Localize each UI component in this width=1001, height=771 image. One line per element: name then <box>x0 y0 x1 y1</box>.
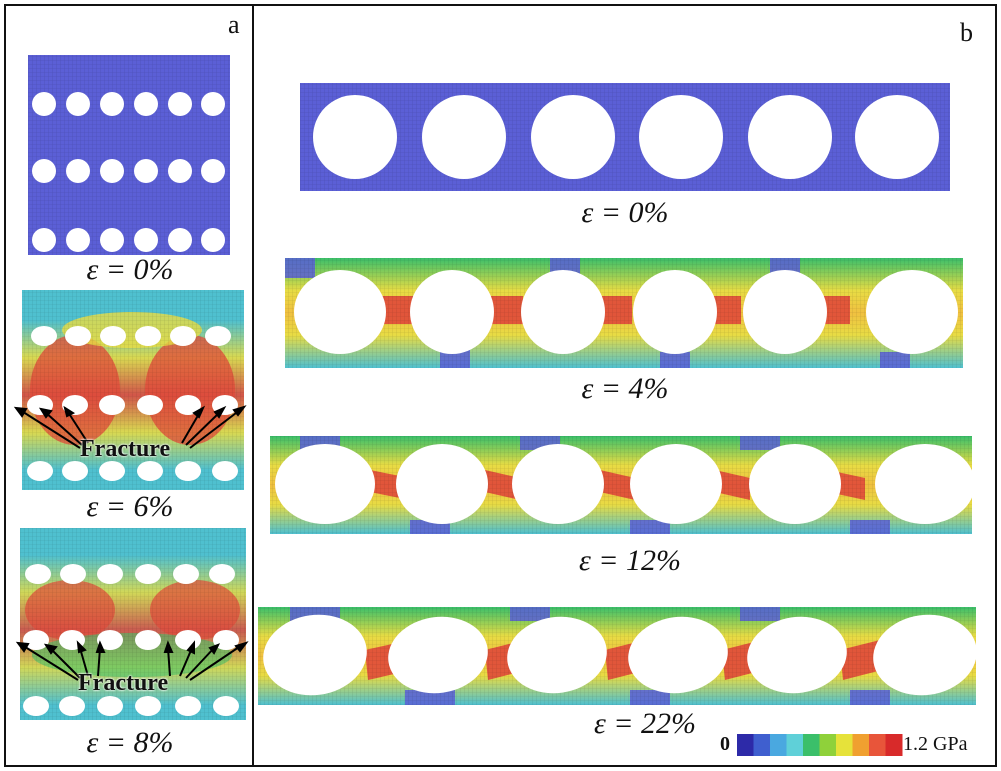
colorbar-swatch <box>852 734 870 756</box>
fracture-arrows-6 <box>13 405 247 449</box>
panel-a-plate-0 <box>28 55 230 255</box>
panel-a-letter: a <box>228 10 240 39</box>
panel-b-strip-4 <box>285 258 963 368</box>
panel-b-strain-0: ε = 0% <box>581 196 669 229</box>
colorbar-max-label: 1.2 GPa <box>903 733 968 755</box>
colorbar-swatch <box>803 734 820 756</box>
panel-b-strain-12: ε = 12% <box>578 544 682 577</box>
panel-a-plate-6 <box>13 290 247 490</box>
panel-a-strain-6: ε = 6% <box>86 490 174 523</box>
panel-a-plate-8 <box>15 528 249 720</box>
panel-b-strip-22 <box>258 607 977 705</box>
colorbar-swatch <box>869 734 886 756</box>
fracture-label-8: Fracture <box>78 670 169 696</box>
panel-b-strain-4: ε = 4% <box>581 372 669 405</box>
colorbar-swatch <box>836 734 853 756</box>
colorbar <box>737 734 903 756</box>
fracture-label-6: Fracture <box>80 436 171 462</box>
fracture-arrows-8 <box>15 640 249 681</box>
colorbar-swatch <box>819 734 837 756</box>
panel-a-strain-8: ε = 8% <box>86 726 174 759</box>
colorbar-swatch <box>885 734 903 756</box>
colorbar-swatch <box>770 734 787 756</box>
panel-b-border <box>252 4 997 767</box>
panel-b-strain-22: ε = 22% <box>593 707 697 740</box>
colorbar-swatch <box>786 734 804 756</box>
panel-b-strip-0 <box>300 83 950 191</box>
panel-b-strip-12 <box>270 436 975 534</box>
colorbar-swatch <box>737 734 754 756</box>
colorbar-min-label: 0 <box>720 733 730 755</box>
panel-a-strain-0: ε = 0% <box>86 253 174 286</box>
panel-b-letter: b <box>960 18 973 47</box>
colorbar-swatch <box>753 734 771 756</box>
